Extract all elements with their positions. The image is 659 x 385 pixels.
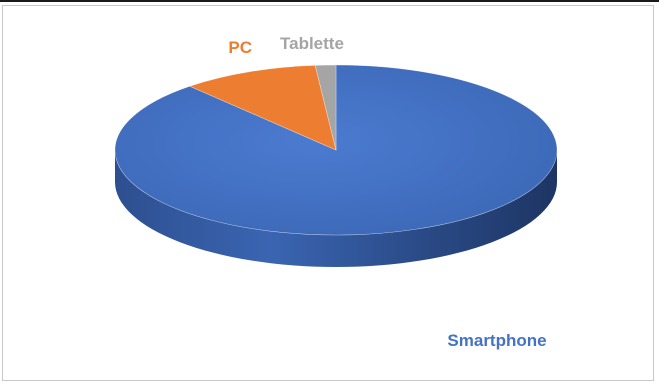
pie-slice-tablette bbox=[314, 64, 337, 151]
data-label-smartphone: Smartphone bbox=[447, 331, 546, 350]
pie-side-smartphone bbox=[115, 150, 557, 267]
top-border-line bbox=[0, 0, 659, 2]
pie-side-wall bbox=[115, 150, 557, 267]
data-label-pc: PC bbox=[228, 38, 252, 57]
pie-labels: Smartphone PC Tablette bbox=[228, 34, 546, 350]
pie-top-face bbox=[114, 64, 558, 236]
data-label-tablette: Tablette bbox=[280, 34, 344, 53]
pie-slice-pc bbox=[189, 65, 337, 151]
